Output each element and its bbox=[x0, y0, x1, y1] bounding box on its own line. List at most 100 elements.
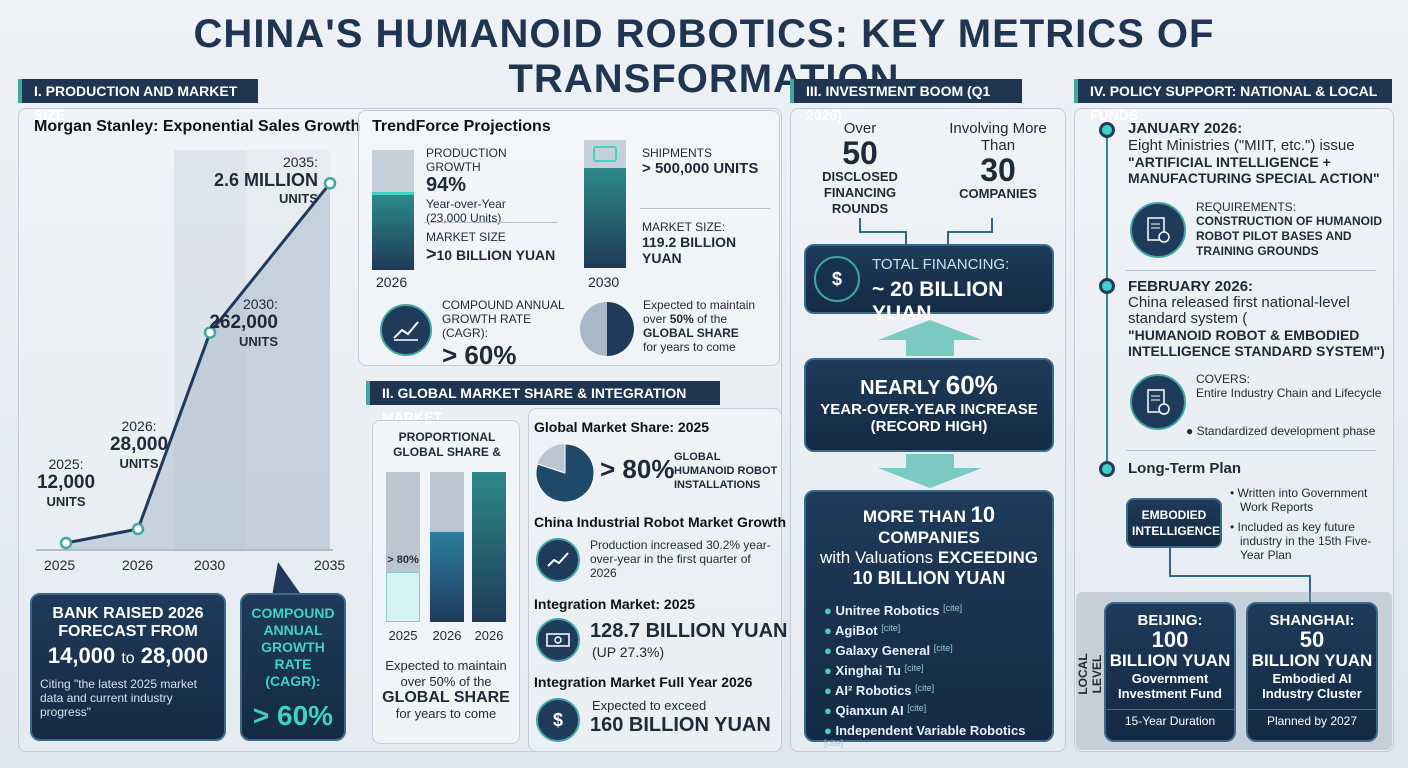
cite-tag: [cite] bbox=[907, 703, 927, 713]
share-bar bbox=[386, 572, 420, 622]
tf-share: Expected to maintain over 50% of the GLO… bbox=[643, 298, 779, 354]
connector-lines bbox=[859, 218, 993, 246]
timeline-dot bbox=[1099, 461, 1115, 477]
bank-to-word: to bbox=[121, 650, 135, 667]
jan-2026-entry: JANUARY 2026: Eight Ministries ("MIIT, e… bbox=[1128, 120, 1386, 186]
bank-cite: Citing "the latest 2025 market data and … bbox=[40, 677, 198, 719]
cite-tag: [cite] bbox=[943, 603, 963, 613]
divider bbox=[424, 222, 558, 223]
tf-market-size-2026: MARKET SIZE >10 BILLION YUAN bbox=[426, 230, 560, 265]
total-financing-box: $ TOTAL FINANCING: ~ 20 BILLION YUAN bbox=[804, 244, 1054, 325]
data-point bbox=[203, 326, 217, 339]
prop-foot4: for years to come bbox=[395, 706, 497, 721]
rounds-label: DISCLOSED FINANCING ROUNDS bbox=[822, 169, 898, 216]
bank-title: BANK RAISED 2026 FORECAST FROM bbox=[52, 605, 204, 640]
callout-pointer bbox=[272, 562, 302, 596]
sh-desc: Embodied AI Industry Cluster bbox=[1262, 671, 1362, 701]
lt-bullet: Included as key future industry in the 1… bbox=[1237, 520, 1372, 562]
tf-year-2030: 2030 bbox=[588, 274, 620, 290]
rounds-number: 50 bbox=[842, 135, 878, 171]
yoy-pct: 60% bbox=[945, 370, 998, 400]
timeline-dot bbox=[1099, 122, 1115, 138]
cite-tag: [cite] bbox=[933, 643, 953, 653]
yoy-label: YEAR-OVER-YEAR INCREASE bbox=[820, 401, 1038, 418]
company-item: Unitree Robotics [cite] bbox=[824, 603, 1044, 618]
long-term-bullets: • Written into Government Work Reports •… bbox=[1230, 486, 1372, 562]
package-icon bbox=[593, 146, 617, 162]
point-label-2026: 2026: 28,000 UNITS bbox=[92, 418, 186, 471]
share-bar bbox=[472, 472, 506, 622]
cir-title: China Industrial Robot Market Growth bbox=[534, 514, 787, 530]
prop-foot3: GLOBAL SHARE bbox=[382, 689, 510, 706]
point-value: 28,000 bbox=[109, 434, 169, 455]
x-tick: 2025 bbox=[44, 557, 76, 573]
feb-2026-entry: FEBRUARY 2026: China released first nati… bbox=[1128, 278, 1386, 359]
point-value: 2.6 MILLION bbox=[213, 170, 318, 190]
companies-number: 30 bbox=[980, 152, 1016, 188]
companies-stat: Involving More Than 30 COMPANIES bbox=[940, 120, 1056, 201]
tf-shipments: SHIPMENTS > 500,000 UNITS bbox=[642, 146, 778, 177]
gms-desc: GLOBAL HUMANOID ROBOT INSTALLATIONS bbox=[674, 451, 778, 491]
yoy-increase-box: NEARLY 60% YEAR-OVER-YEAR INCREASE (RECO… bbox=[804, 358, 1054, 452]
company-name: Xinghai Tu bbox=[835, 663, 901, 678]
point-label-2035: 2035: 2.6 MILLION UNITS bbox=[196, 154, 318, 206]
tf-ms2-value: 119.2 BILLION YUAN bbox=[642, 234, 737, 266]
im-sub: (UP 27.3%) bbox=[592, 644, 665, 660]
divider bbox=[640, 208, 770, 209]
company-item: Qianxun AI [cite] bbox=[824, 703, 1044, 718]
prop-title: PROPORTIONAL GLOBAL SHARE & bbox=[393, 430, 501, 459]
chart-line bbox=[65, 182, 332, 545]
globe-icon bbox=[580, 302, 634, 356]
requirements: REQUIREMENTS: CONSTRUCTION OF HUMANOID R… bbox=[1196, 200, 1382, 259]
nearly-label: NEARLY bbox=[860, 377, 941, 399]
tf-ship-value: 500,000 UNITS bbox=[654, 160, 759, 177]
tf-share-l4: GLOBAL SHARE bbox=[643, 326, 739, 340]
tf-pg-label: PRODUCTION GROWTH bbox=[426, 146, 507, 174]
cite-tag: [cite] bbox=[824, 738, 844, 748]
cite-tag: [cite] bbox=[904, 663, 924, 673]
tf-ship-prefix: > bbox=[642, 160, 651, 177]
record-label: (RECORD HIGH) bbox=[870, 418, 988, 435]
company-item: AgiBot [cite] bbox=[824, 623, 1044, 638]
tf-cagr-label: COMPOUND ANNUAL GROWTH RATE (CAGR): bbox=[442, 298, 565, 340]
std-dev: ● Standardized development phase bbox=[1186, 424, 1376, 438]
ten-billion: 10 BILLION YUAN bbox=[852, 568, 1006, 588]
cov-text: Entire Industry Chain and Lifecycle bbox=[1196, 386, 1382, 400]
beijing-fund-card: BEIJING: 100 BILLION YUAN Government Inv… bbox=[1104, 602, 1236, 742]
company-name: Independent Variable Robotics bbox=[835, 723, 1026, 738]
jan-l1: Eight Ministries ("MIIT, etc.") issue bbox=[1128, 137, 1355, 154]
coins-icon: $ bbox=[814, 256, 860, 302]
divider bbox=[1126, 270, 1376, 271]
gms-title: Global Market Share: 2025 bbox=[534, 419, 710, 435]
tf-year-2026: 2026 bbox=[376, 274, 408, 290]
section-3-header: III. INVESTMENT BOOM (Q1 2026) bbox=[790, 79, 1022, 123]
growth-chart-icon bbox=[380, 304, 432, 356]
cite-tag: [cite] bbox=[915, 683, 935, 693]
bj-unit: BILLION YUAN bbox=[1109, 651, 1231, 670]
company-name: Qianxun AI bbox=[835, 703, 904, 718]
tf-label: TOTAL FINANCING: bbox=[872, 256, 1010, 273]
section-2-header: II. GLOBAL MARKET SHARE & INTEGRATION MA… bbox=[366, 381, 720, 425]
point-unit: UNITS bbox=[279, 191, 318, 206]
feb-title: FEBRUARY 2026: bbox=[1128, 278, 1254, 295]
embodied-intelligence-badge: EMBODIED INTELLIGENCE bbox=[1126, 498, 1222, 548]
imf-sub: Expected to exceed bbox=[592, 698, 707, 713]
prop-footer: Expected to maintain over 50% of the GLO… bbox=[376, 658, 516, 722]
point-value: 12,000 bbox=[36, 472, 96, 493]
tf-share-l5: for years to come bbox=[643, 340, 736, 354]
tf-value: ~ 20 BILLION YUAN bbox=[872, 278, 1004, 325]
point-label-2030: 2030: 262,000 UNITS bbox=[188, 296, 278, 349]
tf-ms2-label: MARKET SIZE: bbox=[642, 220, 726, 234]
bj-foot: 15-Year Duration bbox=[1106, 709, 1234, 728]
gms-pie-chart bbox=[535, 443, 595, 503]
share-year: 2026 bbox=[432, 628, 462, 643]
x-tick: 2030 bbox=[194, 557, 226, 573]
exceeding-label: EXCEEDING bbox=[937, 548, 1038, 567]
cagr-value: > 60% bbox=[252, 700, 334, 731]
point-label-2025: 2025: 12,000 UNITS bbox=[18, 456, 114, 509]
prop-foot1: Expected to maintain bbox=[385, 658, 507, 673]
bj-city: BEIJING: bbox=[1137, 612, 1203, 629]
imf-value: 160 BILLION YUAN bbox=[590, 714, 771, 736]
jan-title: JANUARY 2026: bbox=[1128, 120, 1243, 137]
company-name: Galaxy General bbox=[835, 643, 931, 658]
